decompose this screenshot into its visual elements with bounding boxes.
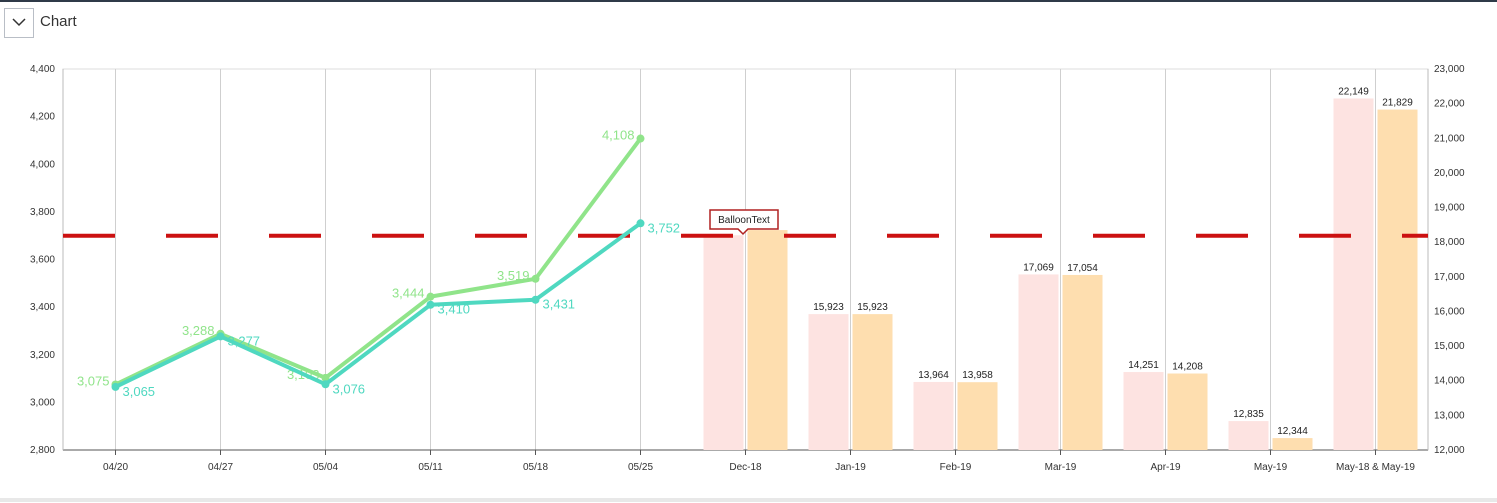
series-point	[426, 292, 435, 301]
y-tick-label-left: 4,000	[30, 159, 55, 170]
y-tick-label-right: 23,000	[1434, 64, 1465, 75]
series-data-label: 3,519	[497, 268, 530, 283]
y-tick-label-right: 17,000	[1434, 272, 1465, 283]
bar	[852, 314, 893, 450]
chart-area: 2,800 3,000 3,200 3,400 3,600 3,800 4,000 4,200…	[0, 42, 1497, 498]
series-point	[636, 134, 645, 143]
series-point	[426, 300, 435, 309]
y-tick-label-right: 14,000	[1434, 376, 1465, 387]
bar-data-label: 12,344	[1277, 426, 1308, 437]
bar-data-label: 17,069	[1023, 262, 1054, 273]
series-point	[531, 295, 540, 304]
bar	[1167, 373, 1208, 450]
x-tick-label: 05/18	[523, 462, 548, 473]
x-tick-label: 05/25	[628, 462, 653, 473]
series-point	[321, 380, 330, 389]
bar	[747, 230, 788, 450]
series-data-label: 3,752	[648, 220, 681, 235]
series-data-label: 3,065	[123, 384, 156, 399]
series-point	[321, 373, 330, 382]
x-tick-label: Mar-19	[1045, 462, 1077, 473]
balloon-text: BalloonText	[718, 215, 770, 226]
series-data-label: 3,277	[228, 333, 261, 348]
bar	[1228, 421, 1269, 450]
series-data-label: 3,444	[392, 286, 425, 301]
bar	[1062, 274, 1103, 450]
x-tick-label: May-19	[1254, 462, 1288, 473]
bar-data-label: 15,923	[813, 302, 844, 313]
y-tick-label-right: 18,000	[1434, 237, 1465, 248]
top-border	[0, 0, 1497, 2]
bar	[1333, 98, 1374, 451]
x-tick-label: May-18 & May-19	[1336, 462, 1415, 473]
bar-data-label: 12,835	[1233, 409, 1264, 420]
y-tick-label-right: 15,000	[1434, 341, 1465, 352]
y-tick-label-right: 22,000	[1434, 99, 1465, 110]
bar-data-label: 22,149	[1338, 86, 1369, 97]
bar	[808, 314, 849, 450]
bar-data-label: 21,829	[1382, 98, 1413, 109]
y-tick-label-left: 3,600	[30, 255, 55, 266]
bar	[913, 381, 954, 450]
series-point	[531, 274, 540, 283]
bar-data-label: 15,923	[857, 302, 888, 313]
bar	[1123, 372, 1164, 450]
bar-data-label: 13,964	[918, 370, 949, 381]
x-tick-label: 05/11	[418, 462, 443, 473]
y-tick-label-right: 16,000	[1434, 306, 1465, 317]
series-line	[114, 221, 642, 389]
bar-data-label: 14,251	[1128, 360, 1159, 371]
bar-data-label: 13,958	[962, 370, 993, 381]
bar	[1377, 109, 1418, 451]
x-tick-label: Jan-19	[835, 462, 866, 473]
y-tick-label-left: 4,200	[30, 112, 55, 123]
chart-header: Chart	[0, 2, 1497, 42]
balloon-tooltip	[709, 209, 779, 236]
series-data-label: 3,288	[182, 323, 215, 338]
x-tick-label: 04/27	[208, 462, 233, 473]
y-tick-label-right: 13,000	[1434, 410, 1465, 421]
series-data-label: 3,431	[543, 297, 576, 312]
y-tick-label-left: 2,800	[30, 445, 55, 456]
bar-data-label: 17,054	[1067, 263, 1098, 274]
combo-chart: 2,800 3,000 3,200 3,400 3,600 3,800 4,000 4,200…	[30, 64, 1465, 473]
series-point	[636, 219, 645, 228]
y-tick-label-left: 4,400	[30, 64, 55, 75]
y-tick-label-right: 19,000	[1434, 203, 1465, 214]
x-tick-label: Dec-18	[729, 462, 762, 473]
bar	[1018, 274, 1059, 450]
series-data-label: 3,410	[438, 302, 471, 317]
x-tick-label: 05/04	[313, 462, 338, 473]
bottom-border	[0, 498, 1497, 502]
collapse-toggle-button[interactable]	[4, 8, 34, 38]
bar	[703, 235, 744, 450]
series-point	[111, 382, 120, 391]
bar	[957, 382, 998, 450]
y-tick-label-left: 3,400	[30, 302, 55, 313]
bar	[1272, 438, 1313, 450]
y-tick-label-left: 3,800	[30, 207, 55, 218]
bar-data-label: 14,208	[1172, 362, 1203, 373]
page-title: Chart	[40, 13, 77, 30]
x-tick-label: 04/20	[103, 462, 128, 473]
series-line	[114, 137, 643, 387]
series-data-label: 3,075	[77, 374, 110, 389]
chevron-down-icon	[12, 18, 26, 27]
y-tick-label-right: 21,000	[1434, 133, 1465, 144]
y-tick-label-left: 3,200	[30, 350, 55, 361]
x-tick-label: Feb-19	[940, 462, 972, 473]
y-tick-label-left: 3,000	[30, 397, 55, 408]
y-tick-label-right: 20,000	[1434, 168, 1465, 179]
series-data-label: 4,108	[602, 128, 635, 143]
y-tick-label-right: 12,000	[1434, 445, 1465, 456]
series-data-label: 3,076	[333, 381, 366, 396]
x-tick-label: Apr-19	[1150, 462, 1180, 473]
series-point	[216, 332, 225, 341]
